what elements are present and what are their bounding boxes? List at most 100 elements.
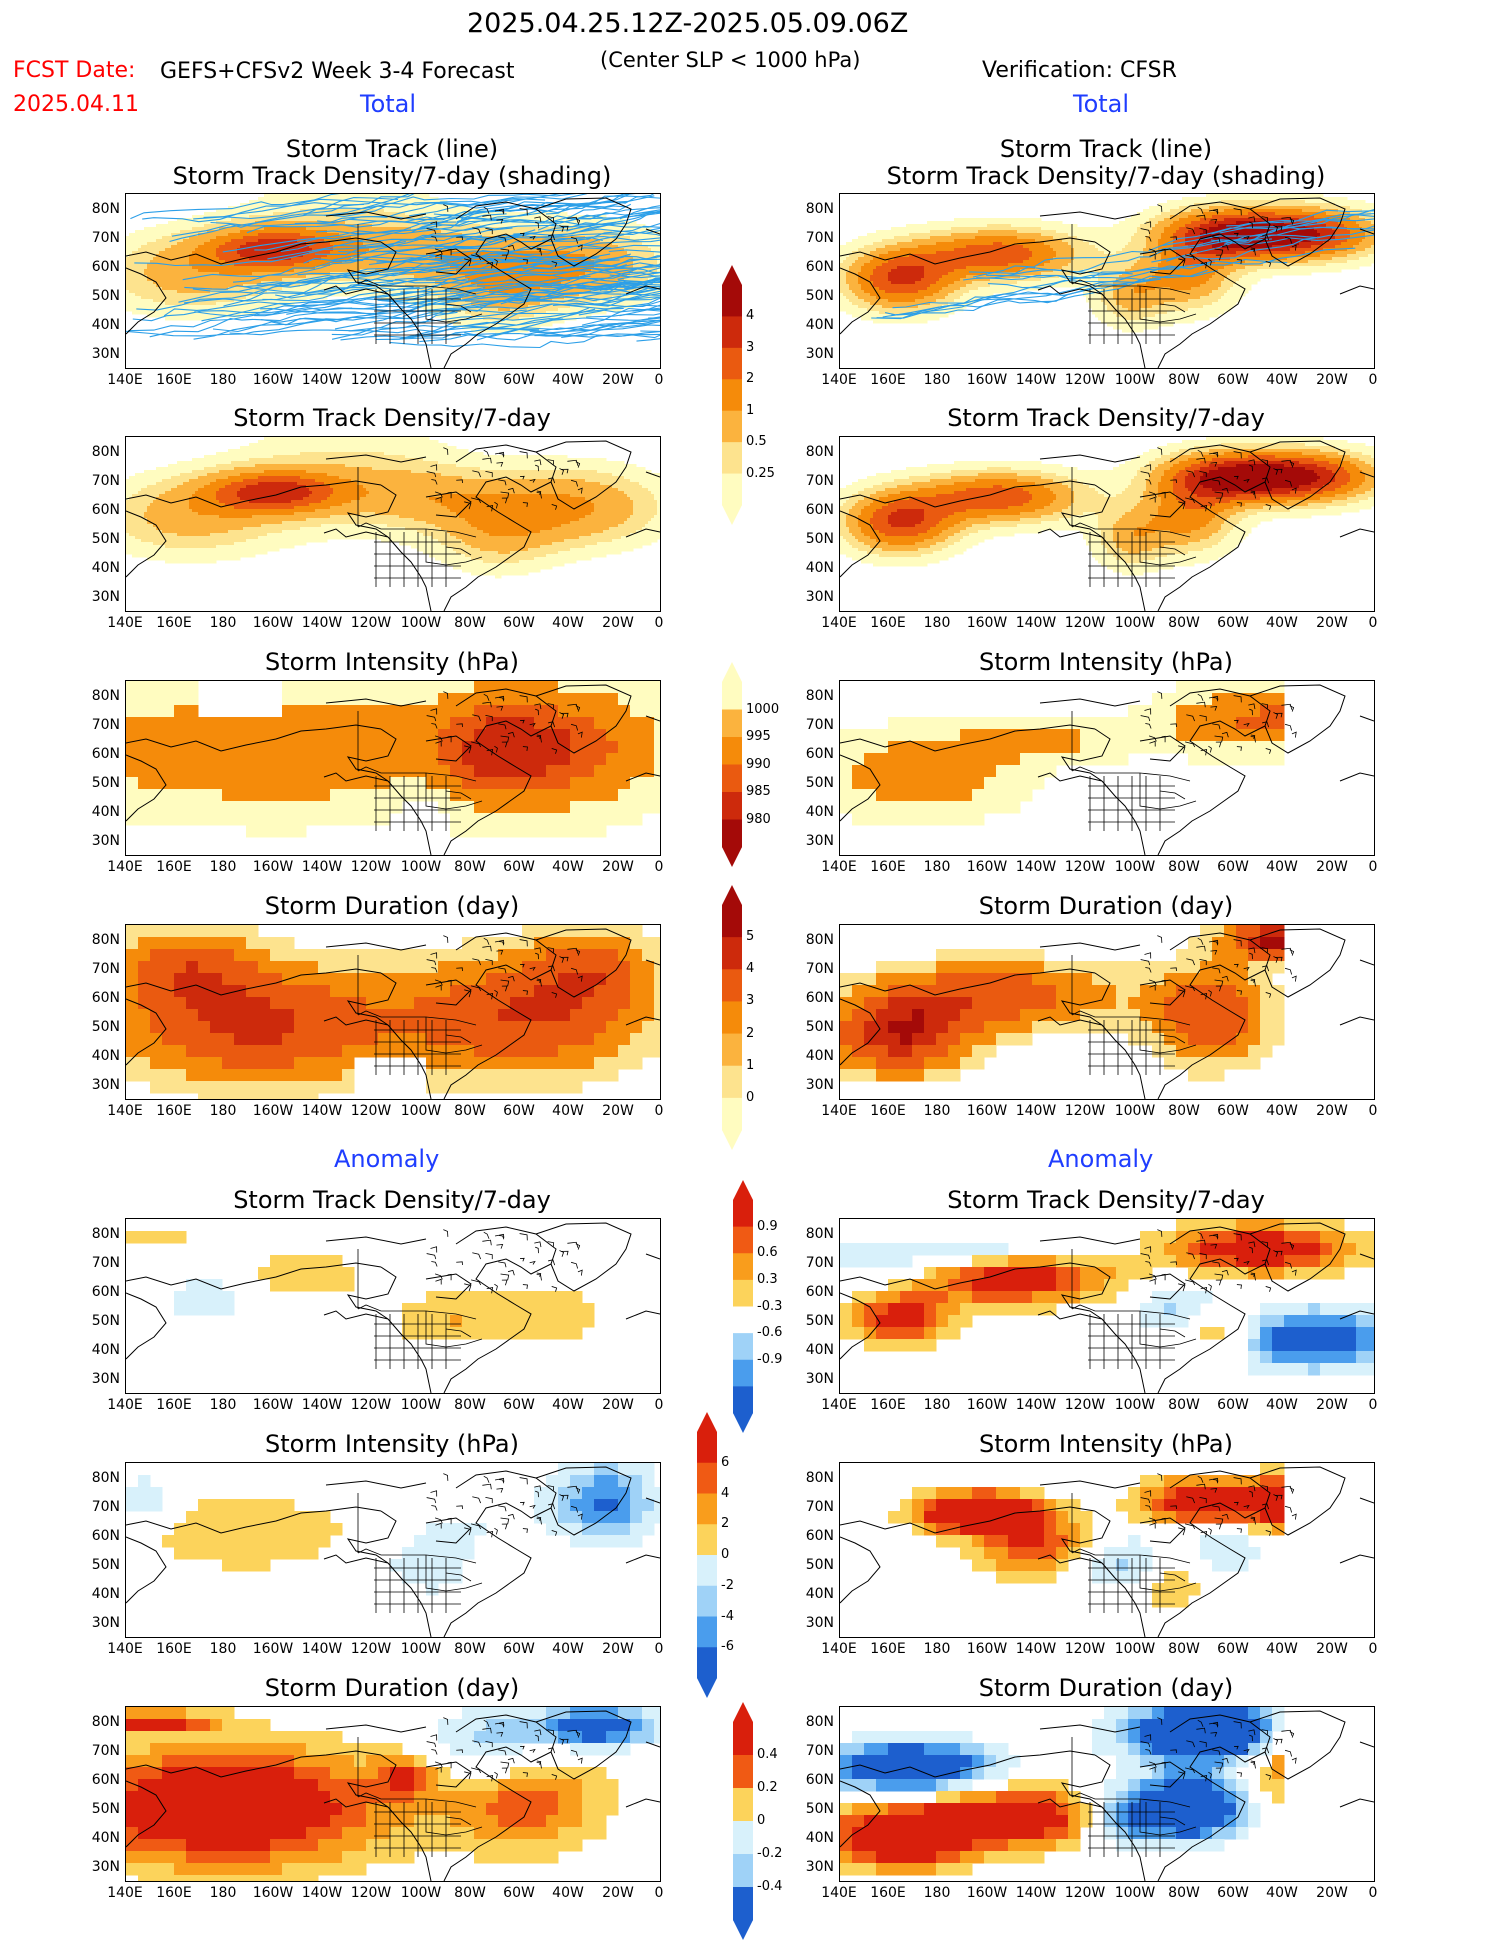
panel-title-duration-left-0: Storm Duration (day) <box>112 892 672 920</box>
lat-tick-label: 80N <box>798 444 834 460</box>
lon-tick-label: 160W <box>967 1103 1008 1119</box>
lon-tick-label: 160W <box>253 1103 294 1119</box>
lon-tick-label: 120W <box>1065 1885 1106 1901</box>
lat-tick-label: 50N <box>798 775 834 791</box>
lon-tick-label: 80W <box>1168 859 1200 875</box>
panel-title-duration-right-0: Storm Duration (day) <box>826 892 1386 920</box>
colorbar-tick-label: 3 <box>746 340 754 355</box>
lon-tick-label: 100W <box>401 1103 442 1119</box>
lon-tick-label: 0 <box>1369 1885 1378 1901</box>
colorbar-tick-label: 1 <box>746 1058 754 1073</box>
lon-tick-label: 0 <box>655 1885 664 1901</box>
colorbar-tick-label: -6 <box>721 1639 734 1654</box>
lat-tick-label: 60N <box>798 1284 834 1300</box>
lon-tick-label: 40W <box>552 615 584 631</box>
lon-tick-label: 0 <box>1369 1641 1378 1657</box>
lat-tick-label: 40N <box>798 1586 834 1602</box>
lat-tick-label: 70N <box>84 961 120 977</box>
lon-tick-label: 100W <box>401 859 442 875</box>
lat-tick-label: 80N <box>84 1226 120 1242</box>
lat-tick-label: 50N <box>84 1019 120 1035</box>
lat-tick-label: 60N <box>798 1772 834 1788</box>
panel-title-aduration-left-0: Storm Duration (day) <box>112 1674 672 1702</box>
lon-tick-label: 160W <box>967 1397 1008 1413</box>
lon-tick-label: 100W <box>401 615 442 631</box>
lat-tick-label: 60N <box>84 1772 120 1788</box>
lon-tick-label: 20W <box>1316 859 1348 875</box>
lon-tick-label: 60W <box>1217 1103 1249 1119</box>
lon-tick-label: 60W <box>503 372 535 388</box>
lon-tick-label: 120W <box>351 372 392 388</box>
lat-tick-label: 40N <box>84 560 120 576</box>
colorbar-tick-label: -0.9 <box>757 1352 782 1367</box>
lat-tick-label: 80N <box>84 444 120 460</box>
colorbar-tick-label: 0.25 <box>746 466 775 481</box>
lon-tick-label: 120W <box>351 1103 392 1119</box>
lon-tick-label: 0 <box>655 1641 664 1657</box>
lat-tick-label: 50N <box>84 531 120 547</box>
colorbar-tick-label: 0.5 <box>746 434 767 449</box>
lon-tick-label: 40W <box>1266 372 1298 388</box>
lon-tick-label: 180 <box>924 859 951 875</box>
colorbar-intensity-anomaly <box>697 1412 717 1698</box>
lon-tick-label: 140W <box>302 859 343 875</box>
lon-tick-label: 140W <box>1016 615 1057 631</box>
lon-tick-label: 180 <box>924 1641 951 1657</box>
verification-title: Verification: CFSR <box>982 58 1177 83</box>
section-total-left: Total <box>360 90 416 118</box>
panel-title-track-left-1: Storm Track Density/7-day (shading) <box>112 162 672 190</box>
lon-tick-label: 140W <box>302 1103 343 1119</box>
map-panel-track-left <box>125 193 661 369</box>
lat-tick-label: 30N <box>84 346 120 362</box>
lat-tick-label: 40N <box>798 1342 834 1358</box>
lon-tick-label: 80W <box>454 859 486 875</box>
lon-tick-label: 0 <box>1369 372 1378 388</box>
lat-tick-label: 60N <box>798 990 834 1006</box>
lon-tick-label: 160E <box>870 859 906 875</box>
lon-tick-label: 140W <box>1016 859 1057 875</box>
lat-tick-label: 60N <box>798 502 834 518</box>
lon-tick-label: 60W <box>503 859 535 875</box>
panel-title-aduration-right-0: Storm Duration (day) <box>826 1674 1386 1702</box>
lat-tick-label: 60N <box>798 1528 834 1544</box>
colorbar-tick-label: 4 <box>721 1486 729 1501</box>
lon-tick-label: 180 <box>210 859 237 875</box>
lat-tick-label: 60N <box>798 259 834 275</box>
lon-tick-label: 160W <box>253 615 294 631</box>
lon-tick-label: 60W <box>1217 859 1249 875</box>
colorbar-tick-label: 980 <box>746 812 771 827</box>
lon-tick-label: 180 <box>924 1103 951 1119</box>
lat-tick-label: 40N <box>84 317 120 333</box>
lon-tick-label: 180 <box>210 1641 237 1657</box>
lon-tick-label: 140E <box>107 859 143 875</box>
lon-tick-label: 140E <box>107 1397 143 1413</box>
lon-tick-label: 0 <box>655 615 664 631</box>
lat-tick-label: 50N <box>84 775 120 791</box>
lat-tick-label: 80N <box>798 1470 834 1486</box>
lon-tick-label: 140W <box>1016 372 1057 388</box>
lon-tick-label: 0 <box>655 1103 664 1119</box>
lon-tick-label: 120W <box>351 1641 392 1657</box>
lon-tick-label: 140W <box>1016 1641 1057 1657</box>
lon-tick-label: 60W <box>1217 1641 1249 1657</box>
lat-tick-label: 70N <box>798 473 834 489</box>
lon-tick-label: 160E <box>870 1397 906 1413</box>
lat-tick-label: 60N <box>798 746 834 762</box>
lat-tick-label: 60N <box>84 502 120 518</box>
lon-tick-label: 140E <box>107 372 143 388</box>
lon-tick-label: 80W <box>1168 615 1200 631</box>
lat-tick-label: 30N <box>84 1077 120 1093</box>
colorbar-tick-label: 2 <box>746 371 754 386</box>
lon-tick-label: 120W <box>1065 859 1106 875</box>
lon-tick-label: 140W <box>302 1397 343 1413</box>
lat-tick-label: 80N <box>84 932 120 948</box>
lon-tick-label: 140W <box>1016 1103 1057 1119</box>
map-panel-aduration-right <box>839 1706 1375 1882</box>
lon-tick-label: 20W <box>1316 1397 1348 1413</box>
lon-tick-label: 100W <box>401 1397 442 1413</box>
lon-tick-label: 0 <box>1369 615 1378 631</box>
lon-tick-label: 120W <box>351 1885 392 1901</box>
lat-tick-label: 40N <box>798 804 834 820</box>
lon-tick-label: 160E <box>870 615 906 631</box>
lon-tick-label: 180 <box>924 1885 951 1901</box>
